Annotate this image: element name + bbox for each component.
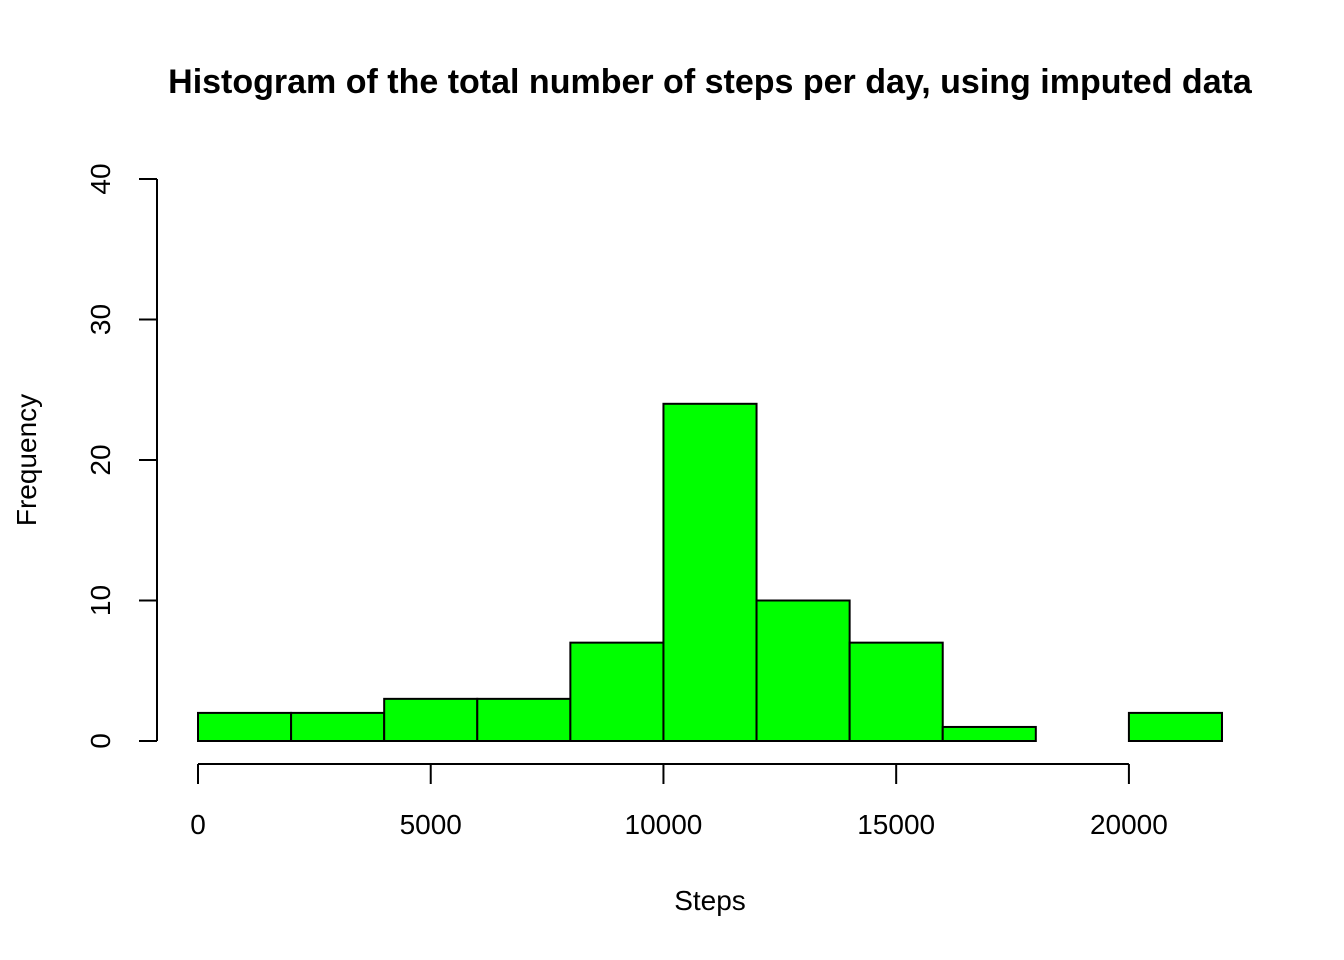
chart-title: Histogram of the total number of steps p… bbox=[168, 63, 1253, 101]
bar-8 bbox=[941, 725, 1037, 743]
y-tick-label-2: 20 bbox=[85, 444, 116, 475]
bar-4 bbox=[569, 641, 665, 743]
bar-0 bbox=[197, 711, 293, 743]
y-tick-label-1: 10 bbox=[85, 585, 116, 616]
y-axis: 0 10 20 30 40 bbox=[85, 163, 158, 749]
x-tick-label-3: 15000 bbox=[857, 809, 935, 840]
x-axis-label: Steps bbox=[674, 885, 746, 916]
x-tick-label-0: 0 bbox=[190, 809, 206, 840]
y-tick-label-0: 0 bbox=[85, 733, 116, 749]
bar-5 bbox=[662, 402, 758, 742]
x-tick-label-1: 5000 bbox=[400, 809, 462, 840]
bar-2 bbox=[383, 697, 479, 742]
bars-group bbox=[197, 402, 1223, 743]
y-axis-label: Frequency bbox=[11, 394, 42, 526]
bar-3 bbox=[476, 697, 572, 742]
x-tick-label-2: 10000 bbox=[625, 809, 703, 840]
x-axis: 0 5000 10000 15000 20000 bbox=[190, 763, 1168, 840]
bar-1 bbox=[290, 711, 386, 743]
bar-6 bbox=[755, 599, 851, 742]
x-tick-label-4: 20000 bbox=[1090, 809, 1168, 840]
y-tick-label-4: 40 bbox=[85, 163, 116, 194]
bar-7 bbox=[848, 641, 944, 743]
y-tick-label-3: 30 bbox=[85, 304, 116, 335]
bar-10 bbox=[1127, 711, 1223, 743]
